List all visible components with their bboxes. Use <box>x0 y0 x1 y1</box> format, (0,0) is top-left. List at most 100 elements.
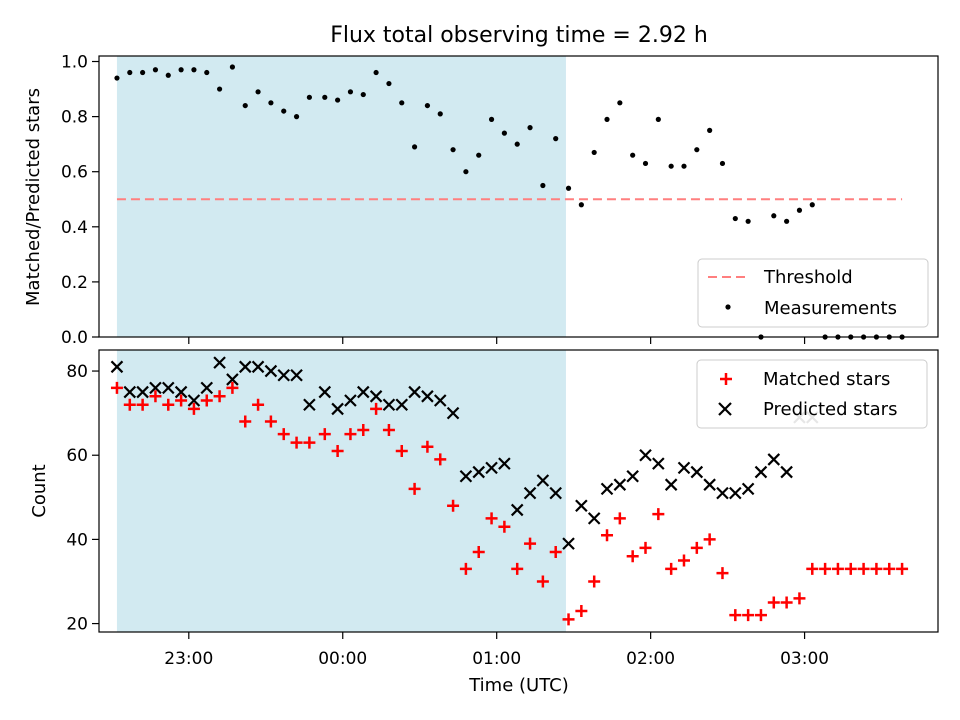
legend-predicted-swatch <box>718 402 732 416</box>
predicted-star-point <box>149 381 162 395</box>
bottom-legend: Matched stars Predicted stars <box>696 359 928 429</box>
matched-star-point <box>370 402 383 415</box>
measurement-point <box>604 116 610 122</box>
predicted-star-point <box>523 486 537 500</box>
predicted-star-point <box>780 465 793 479</box>
top-y-axis-label: Matched/Predicted stars <box>23 88 44 306</box>
matched-star-point <box>575 604 588 617</box>
bottom-x-ticks: 23:00 00:00 01:00 02:00 03:00 <box>164 632 829 669</box>
y-tick-label: 0.8 <box>61 108 88 128</box>
matched-star-point <box>459 562 472 575</box>
measurement-point <box>784 218 790 224</box>
measurement-point <box>681 163 687 169</box>
matched-star-point <box>665 562 678 575</box>
measurement-point <box>165 72 171 78</box>
measurement-point <box>655 116 661 122</box>
predicted-star-point <box>664 478 678 491</box>
measurement-point <box>617 100 623 106</box>
bottom-legend-frame <box>696 359 928 429</box>
measurement-point <box>127 69 133 76</box>
measurement-point <box>399 100 405 106</box>
measurement-point <box>386 80 392 87</box>
matched-star-point <box>780 596 793 609</box>
predicted-star-point <box>562 537 575 550</box>
y-tick-label: 0.4 <box>61 218 88 238</box>
matched-star-point <box>395 445 408 458</box>
measurement-point <box>732 215 738 222</box>
measurement-point <box>191 67 197 73</box>
matched-star-point <box>277 428 290 441</box>
matched-star-point <box>690 541 703 554</box>
matched-star-point <box>331 445 344 458</box>
matched-star-point <box>716 567 729 580</box>
top-frame <box>98 55 939 338</box>
matched-star-point <box>588 575 601 588</box>
x-tick-label: 23:00 <box>164 649 213 669</box>
measurement-point <box>293 114 300 120</box>
measurement-point <box>476 152 482 158</box>
matched-star-point <box>601 529 614 542</box>
top-legend: Threshold Measurements <box>697 258 929 328</box>
measurement-point <box>204 69 210 76</box>
matched-star-point <box>252 398 265 411</box>
measurement-point <box>140 69 146 76</box>
top-panel: 0.0 0.2 0.4 0.6 0.8 1.0 Matched/Predicted sta… <box>23 53 939 348</box>
legend-matched-label: Matched stars <box>763 369 890 390</box>
matched-star-point <box>896 562 909 575</box>
measurement-point <box>360 91 366 98</box>
measurement-point <box>527 125 533 131</box>
predicted-star-point <box>690 465 704 479</box>
measurement-point <box>114 75 120 81</box>
predicted-star-point <box>613 478 627 491</box>
measurement-point <box>796 207 803 213</box>
y-tick-label: 0.0 <box>61 328 88 348</box>
measurement-point <box>642 160 649 167</box>
matched-star-point <box>303 436 316 449</box>
measurement-point <box>373 69 379 76</box>
measurement-point <box>322 94 328 100</box>
matched-star-point <box>123 398 136 411</box>
measurement-point <box>411 144 418 150</box>
y-tick-label: 0.2 <box>61 273 88 293</box>
matched-star-point <box>767 596 780 609</box>
matched-star-point <box>408 482 421 495</box>
measurement-point <box>268 100 274 106</box>
measurement-point <box>281 108 287 114</box>
predicted-star-point <box>575 499 588 513</box>
matched-star-point <box>344 428 357 441</box>
matched-star-point <box>639 541 652 554</box>
predicted-star-point <box>767 453 781 466</box>
measurement-point <box>450 147 456 153</box>
chart-title: Flux total observing time = 2.92 h <box>330 23 708 48</box>
measurement-point <box>707 127 713 133</box>
matched-star-point <box>549 546 562 559</box>
matched-star-point <box>110 381 123 394</box>
top-legend-frame <box>697 258 929 328</box>
measurement-point <box>565 185 572 191</box>
predicted-star-point <box>626 469 639 483</box>
measurement-point <box>463 169 469 175</box>
matched-star-point <box>703 533 716 546</box>
predicted-star-point <box>200 381 214 395</box>
matched-star-point <box>831 562 844 575</box>
predicted-star-point <box>303 398 316 411</box>
matched-star-point <box>136 398 149 411</box>
predicted-star-point <box>382 398 396 411</box>
measurement-point <box>553 136 559 142</box>
measurement-point <box>255 89 261 95</box>
predicted-star-point <box>213 356 226 369</box>
matched-star-point <box>290 436 303 449</box>
matched-star-point <box>883 562 896 575</box>
predicted-star-point <box>741 482 755 496</box>
matched-star-point <box>485 512 498 525</box>
matched-star-point <box>175 394 188 407</box>
measurement-point <box>694 147 700 153</box>
predicted-star-point <box>485 461 498 475</box>
legend-measurements-swatch <box>725 304 731 310</box>
measurement-point <box>809 202 815 208</box>
predicted-star-point <box>510 503 524 517</box>
matched-star-point <box>421 440 434 453</box>
measurement-point <box>306 94 312 100</box>
matched-star-point <box>857 562 870 575</box>
predicted-star-point <box>446 406 460 420</box>
